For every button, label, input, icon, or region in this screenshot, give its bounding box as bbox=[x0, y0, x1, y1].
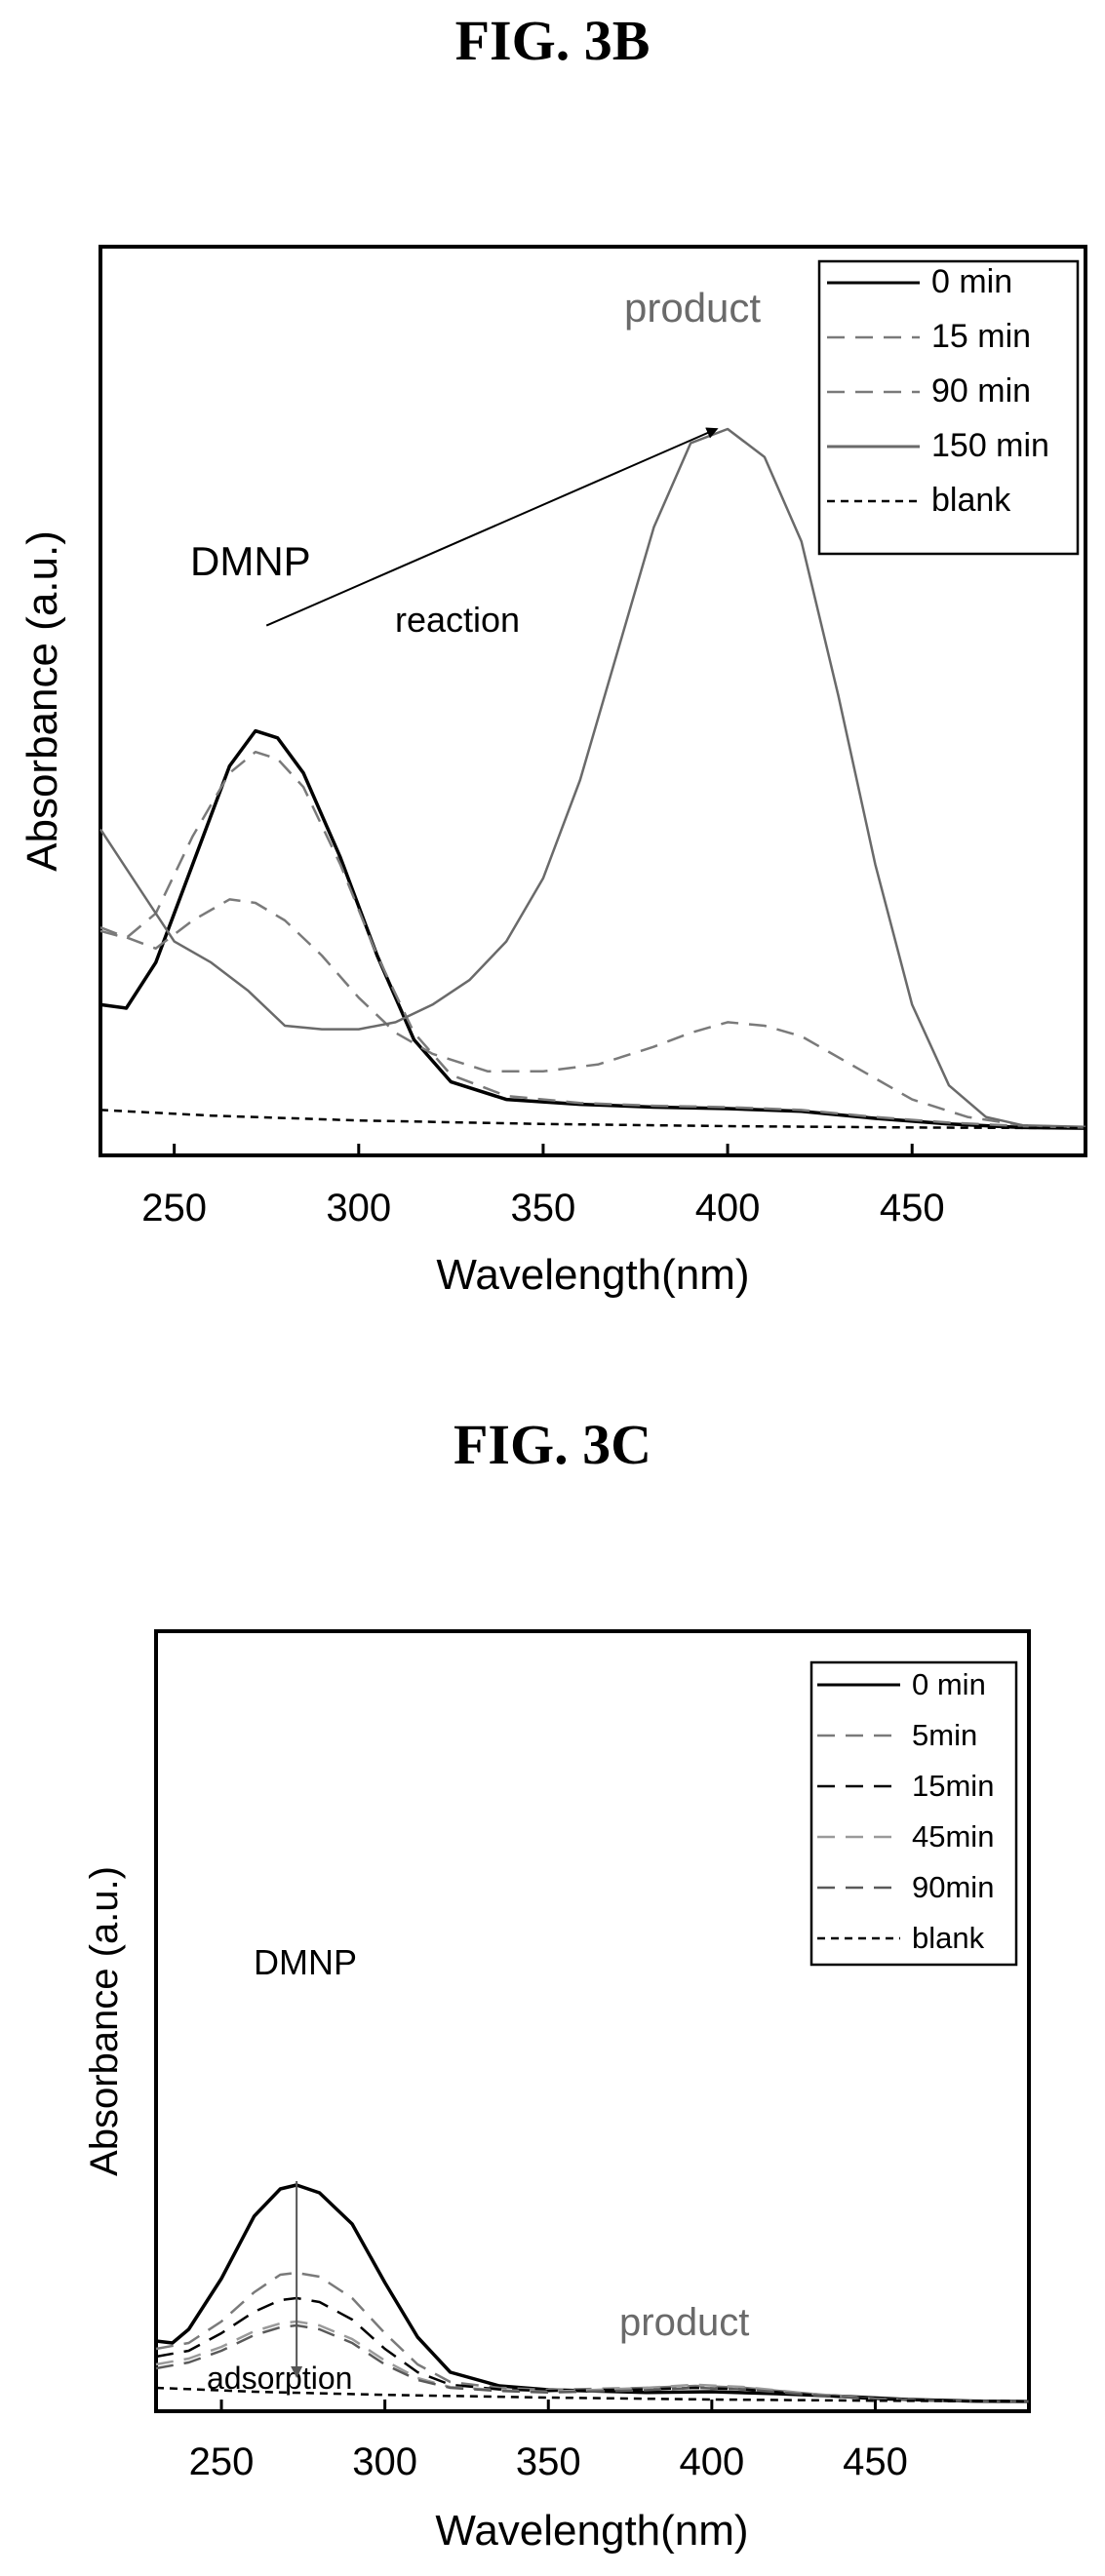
dmnp-label: DMNP bbox=[254, 1942, 357, 1982]
y-axis-title: Absorbance (a.u.) bbox=[83, 1866, 126, 2176]
x-tick-label: 350 bbox=[516, 2440, 581, 2483]
x-tick-label: 400 bbox=[679, 2440, 744, 2483]
x-tick-label: 300 bbox=[326, 1187, 391, 1229]
series-line-150-min bbox=[99, 427, 1086, 1128]
x-tick-label: 350 bbox=[511, 1187, 576, 1229]
legend-label: 45min bbox=[912, 1819, 994, 1854]
series-line-5min bbox=[155, 2271, 1030, 2403]
reaction-label: reaction bbox=[395, 600, 520, 640]
series-line-0-min bbox=[99, 728, 1086, 1130]
legend-label: blank bbox=[912, 1921, 985, 1955]
series-line-45min bbox=[155, 2320, 1030, 2403]
legend-label: 150 min bbox=[931, 427, 1049, 464]
reaction-arrow bbox=[265, 427, 719, 627]
x-axis-title: Wavelength(nm) bbox=[436, 1251, 749, 1299]
x-tick-label: 400 bbox=[695, 1187, 761, 1229]
series-line-90-min bbox=[99, 898, 1086, 1129]
x-tick-label: 250 bbox=[189, 2440, 255, 2483]
legend: 0 min 15 min 90 min 150 min blank bbox=[817, 259, 1080, 556]
plot-frame bbox=[99, 245, 1087, 1157]
series-layer bbox=[99, 427, 1086, 1130]
y-axis-title: Absorbance (a.u.) bbox=[19, 530, 66, 872]
x-axis-title: Wavelength(nm) bbox=[435, 2507, 748, 2555]
x-ticks: 250 300 350 400 450 bbox=[141, 1144, 945, 1229]
x-tick-label: 300 bbox=[352, 2440, 417, 2483]
legend-label: 15 min bbox=[931, 318, 1031, 355]
product-label: product bbox=[624, 285, 761, 331]
series-line-90min bbox=[155, 2323, 1030, 2403]
legend-box bbox=[817, 259, 1080, 556]
x-tick-label: 450 bbox=[880, 1187, 945, 1229]
legend-label: 5min bbox=[912, 1718, 977, 1752]
legend-label: blank bbox=[931, 482, 1011, 519]
arrow-line bbox=[265, 427, 719, 627]
figure-3c-title: FIG. 3C bbox=[454, 1413, 651, 1476]
legend-label: 15min bbox=[912, 1769, 994, 1803]
figure-3b-title: FIG. 3B bbox=[454, 9, 651, 72]
legend-label: 90 min bbox=[931, 372, 1031, 410]
series-line-blank bbox=[99, 1109, 1086, 1130]
x-tick-label: 450 bbox=[843, 2440, 908, 2483]
series-line-15-min bbox=[99, 750, 1086, 1129]
series-line-blank bbox=[155, 2386, 1030, 2403]
legend-box bbox=[809, 1660, 1018, 1967]
plot-frame bbox=[154, 1629, 1031, 2413]
x-tick-label: 250 bbox=[141, 1187, 207, 1229]
adsorption-label: adsorption bbox=[207, 2361, 352, 2396]
dmnp-label: DMNP bbox=[190, 538, 311, 584]
legend-label: 0 min bbox=[931, 263, 1012, 300]
legend-label: 90min bbox=[912, 1870, 994, 1904]
series-layer bbox=[155, 2183, 1030, 2403]
legend-label: 0 min bbox=[912, 1667, 986, 1701]
product-label: product bbox=[619, 2301, 749, 2344]
x-ticks: 250 300 350 400 450 bbox=[189, 2400, 908, 2483]
legend: 0 min 5min 15min 45min 90min blank bbox=[809, 1660, 1018, 1967]
figure-3b-chart: 250 300 350 400 450 Wavelength(nm) Absorbanc… bbox=[19, 245, 1087, 1299]
